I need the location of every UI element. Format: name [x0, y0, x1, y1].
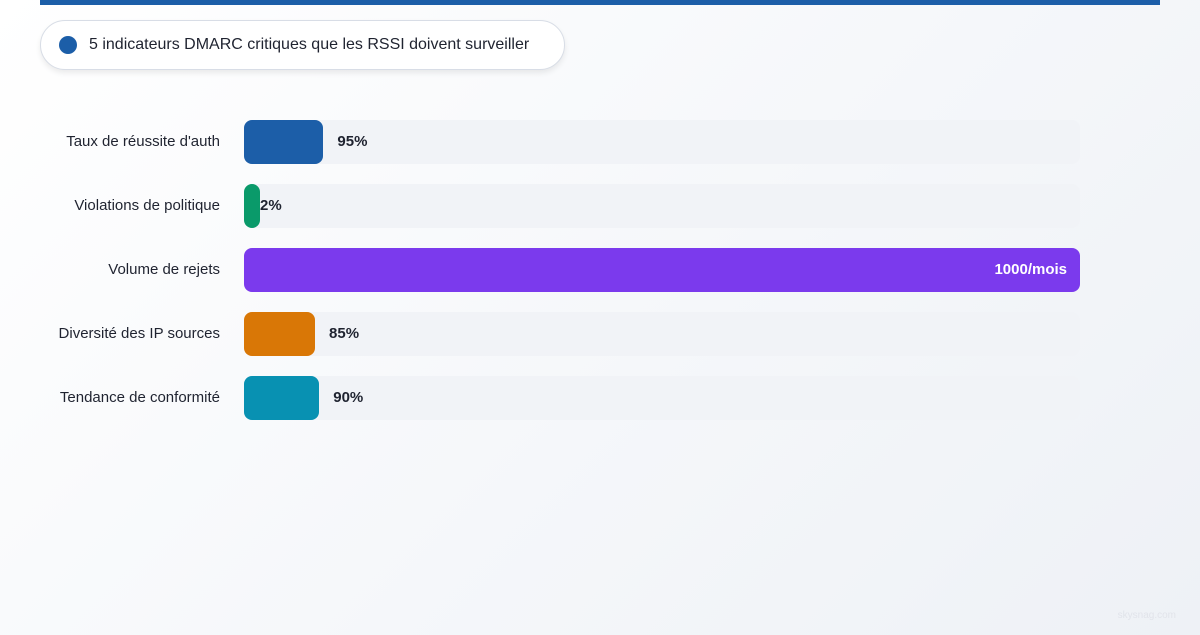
bar-track	[244, 120, 1080, 164]
bar-row: Volume de rejets 1000/mois	[0, 248, 1200, 292]
bar	[244, 312, 316, 356]
category-label: Taux de réussite d'auth	[66, 133, 220, 150]
category-label: Volume de rejets	[108, 261, 220, 278]
watermark: skysnag.com	[1117, 610, 1176, 621]
category-label: Diversité des IP sources	[58, 325, 220, 342]
bar-row: Violations de politique 2%	[0, 184, 1200, 228]
bar-row: Taux de réussite d'auth 95%	[0, 120, 1200, 164]
bar-track	[244, 184, 1080, 228]
value-label: 2%	[260, 197, 282, 214]
bar	[244, 376, 320, 420]
bar	[244, 248, 1080, 292]
bar-row: Diversité des IP sources 85%	[0, 312, 1200, 356]
top-accent-bar	[40, 0, 1160, 5]
title-bullet-icon	[59, 36, 77, 54]
chart-title: 5 indicateurs DMARC critiques que les RS…	[89, 36, 530, 53]
value-label: 1000/mois	[994, 261, 1067, 278]
value-label: 95%	[337, 133, 368, 150]
bar-row: Tendance de conformité 90%	[0, 376, 1200, 420]
value-label: 85%	[329, 325, 360, 342]
value-label: 90%	[333, 389, 364, 406]
chart-title-pill: 5 indicateurs DMARC critiques que les RS…	[40, 20, 566, 70]
bar-track	[244, 376, 1080, 420]
category-label: Violations de politique	[74, 197, 220, 214]
category-label: Tendance de conformité	[59, 389, 220, 406]
bar-track	[244, 312, 1080, 356]
bar	[244, 120, 324, 164]
bar	[244, 184, 260, 228]
